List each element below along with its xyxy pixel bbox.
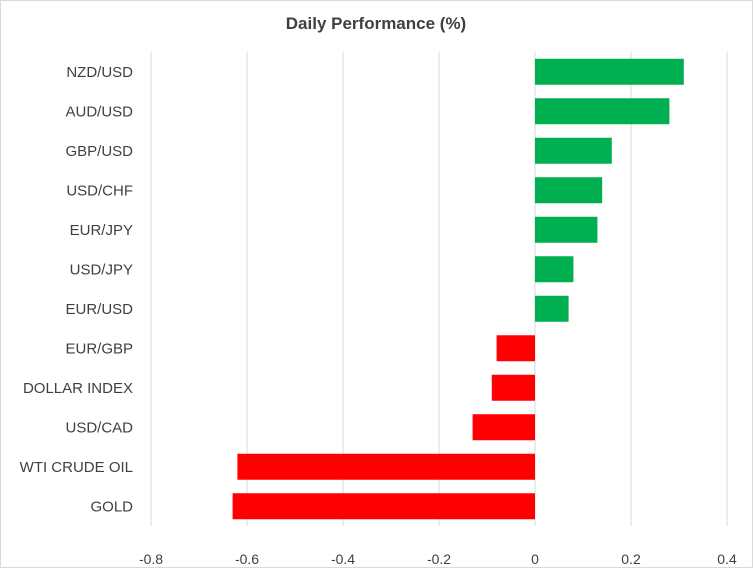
category-label: USD/JPY bbox=[70, 261, 133, 278]
x-tick-label: -0.6 bbox=[235, 551, 259, 567]
x-tick-label: -0.8 bbox=[139, 551, 163, 567]
category-label: USD/CHF bbox=[66, 182, 133, 199]
bar bbox=[535, 295, 569, 322]
category-label: GOLD bbox=[90, 498, 133, 515]
bar bbox=[535, 137, 612, 164]
category-label: DOLLAR INDEX bbox=[23, 380, 133, 397]
bar bbox=[535, 98, 670, 125]
x-tick-label: 0.4 bbox=[717, 551, 737, 567]
bar bbox=[491, 374, 535, 401]
category-label: EUR/GBP bbox=[65, 340, 133, 357]
x-tick-labels: -0.8 -0.6 -0.4 -0.2 0 0.2 0.4 bbox=[139, 551, 737, 567]
category-label: USD/CAD bbox=[65, 419, 133, 436]
x-tick-label: -0.2 bbox=[427, 551, 451, 567]
bar bbox=[232, 493, 535, 520]
bars bbox=[232, 58, 684, 520]
chart-title: Daily Performance (%) bbox=[286, 14, 466, 33]
gridlines bbox=[150, 52, 728, 526]
bar bbox=[496, 335, 535, 362]
category-label: EUR/USD bbox=[65, 301, 133, 318]
bar bbox=[535, 177, 603, 204]
x-tick-label: 0 bbox=[531, 551, 539, 567]
x-tick-label: 0.2 bbox=[621, 551, 641, 567]
category-label: AUD/USD bbox=[65, 103, 133, 120]
bar bbox=[535, 216, 598, 243]
category-label: EUR/JPY bbox=[70, 222, 133, 239]
category-label: WTI CRUDE OIL bbox=[20, 459, 133, 476]
x-tick-label: -0.4 bbox=[331, 551, 355, 567]
bar bbox=[535, 256, 574, 283]
category-labels: NZD/USD AUD/USD GBP/USD USD/CHF EUR/JPY USD/J… bbox=[20, 64, 134, 516]
category-label: GBP/USD bbox=[65, 143, 133, 160]
bar bbox=[237, 453, 535, 480]
bar bbox=[535, 58, 684, 85]
category-label: NZD/USD bbox=[66, 64, 133, 81]
bar bbox=[472, 414, 535, 441]
